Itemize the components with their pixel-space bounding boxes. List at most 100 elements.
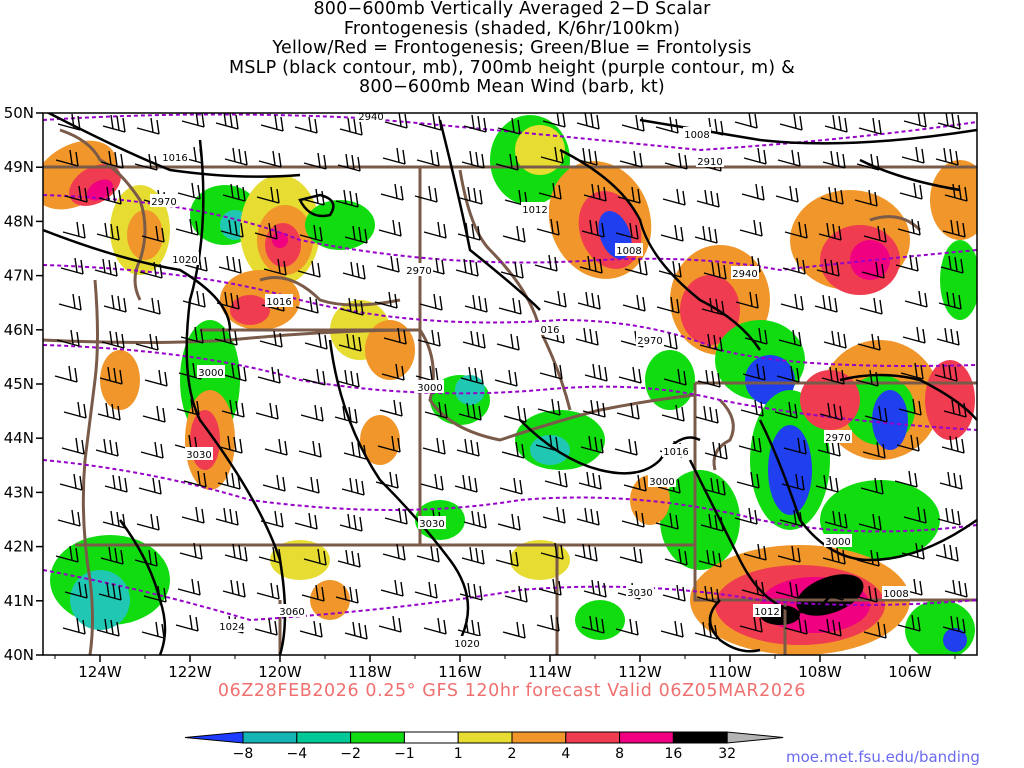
coastline-segment — [259, 276, 401, 307]
wind-barb — [175, 218, 199, 236]
wind-barb — [338, 333, 362, 352]
wind-barb — [301, 584, 325, 602]
wind-barb — [784, 617, 808, 635]
wind-barb — [95, 438, 119, 457]
lon-label: 116W — [438, 663, 482, 681]
wind-barb — [60, 257, 84, 275]
wind-barb — [539, 362, 563, 380]
wind-barb — [944, 183, 968, 202]
wind-barb — [504, 585, 528, 603]
wind-barb — [101, 330, 125, 349]
wind-barbs — [54, 113, 968, 640]
wind-barb — [938, 291, 962, 310]
wind-barb — [902, 326, 926, 344]
wind-barb — [815, 474, 839, 493]
wind-barb — [143, 585, 167, 603]
wind-barb — [854, 189, 878, 207]
wind-barb — [543, 290, 567, 308]
lat-label: 40N — [4, 646, 34, 664]
wind-barb — [824, 114, 848, 133]
wind-barb — [384, 113, 408, 129]
credit-url[interactable]: moe.met.fsu.edu/banding — [786, 748, 980, 766]
isobar — [298, 193, 335, 218]
lat-label: 47N — [4, 267, 34, 285]
colorbar-label: 16 — [664, 746, 683, 762]
wind-barb — [175, 614, 199, 632]
shading-patch — [455, 375, 485, 405]
wind-barb — [214, 327, 238, 346]
colorbar-label: 2 — [507, 746, 517, 762]
wind-barb — [655, 512, 679, 530]
wind-barb — [820, 582, 844, 601]
wind-barb — [896, 434, 920, 452]
mslp-label-bg — [265, 294, 293, 307]
wind-barb — [96, 618, 120, 637]
wind-barb — [256, 582, 280, 600]
mslp-label: 1012 — [522, 205, 547, 216]
wind-barb — [423, 617, 447, 635]
wind-barb — [576, 113, 600, 130]
wind-barb — [860, 477, 884, 495]
wind-barb — [459, 582, 483, 601]
wind-barb — [298, 440, 322, 458]
wind-barb — [184, 254, 208, 272]
wind-barb — [458, 402, 482, 421]
mslp-label-bg — [662, 444, 690, 457]
lat-label: 49N — [4, 158, 34, 176]
colorbar-label: −4 — [286, 746, 308, 762]
wind-barb — [735, 291, 759, 309]
wind-barb — [177, 182, 201, 200]
wind-barb — [897, 218, 921, 236]
mslp-label: 1008 — [684, 130, 709, 141]
wind-barb — [215, 507, 239, 526]
wind-barb — [744, 327, 768, 345]
wind-barb — [264, 438, 288, 456]
lat-label: 46N — [4, 321, 34, 339]
wind-barb — [540, 542, 564, 560]
wind-barb — [422, 437, 446, 455]
wind-barb — [734, 507, 758, 525]
mslp-label-bg — [536, 322, 564, 335]
wind-barb — [379, 399, 403, 417]
wind-barb — [903, 506, 927, 524]
wind-barb — [464, 294, 488, 313]
title-line: MSLP (black contour, mb), 700mb height (… — [229, 57, 795, 78]
lon-label: 112W — [618, 663, 662, 681]
wind-barb — [942, 615, 966, 634]
wind-barb — [94, 258, 118, 277]
wind-barb — [339, 513, 363, 532]
wind-barb — [899, 182, 923, 200]
wind-barb — [776, 365, 800, 383]
wind-barb — [420, 473, 444, 491]
wind-barb — [383, 327, 407, 345]
title-line: Yellow/Red = Frontogenesis; Green/Blue =… — [272, 38, 752, 58]
coastline-segment — [59, 128, 147, 301]
wind-barb — [623, 474, 647, 492]
wind-barb — [414, 581, 438, 599]
shading-patch — [360, 415, 400, 465]
wind-barb — [300, 404, 324, 422]
wind-barb — [822, 546, 846, 565]
shading-patch — [930, 160, 977, 240]
mslp-label: 1020 — [454, 639, 479, 650]
wind-barb — [103, 294, 127, 313]
colorbar-label: −2 — [340, 746, 361, 762]
wind-barb — [100, 546, 124, 565]
height-label: 2940 — [732, 269, 757, 280]
isobar — [185, 139, 287, 655]
wind-barb — [96, 222, 120, 241]
wind-barb — [302, 368, 326, 386]
shading-patch — [100, 350, 140, 410]
height-label: 3000 — [417, 383, 442, 394]
wind-barb — [738, 435, 762, 453]
mslp-label: 1012 — [754, 607, 779, 618]
wind-barb — [658, 260, 682, 278]
wind-barb — [937, 113, 961, 130]
mslp-label: 1020 — [172, 255, 197, 266]
wind-barb — [98, 186, 122, 205]
map-title: 800−600mb Vertically Averaged 2−D Scalar… — [0, 0, 1024, 98]
wind-barb — [778, 329, 802, 347]
title-line: 800−600mb Vertically Averaged 2−D Scalar — [313, 0, 711, 19]
height-label-bg — [824, 430, 852, 443]
wind-barb — [538, 182, 562, 200]
